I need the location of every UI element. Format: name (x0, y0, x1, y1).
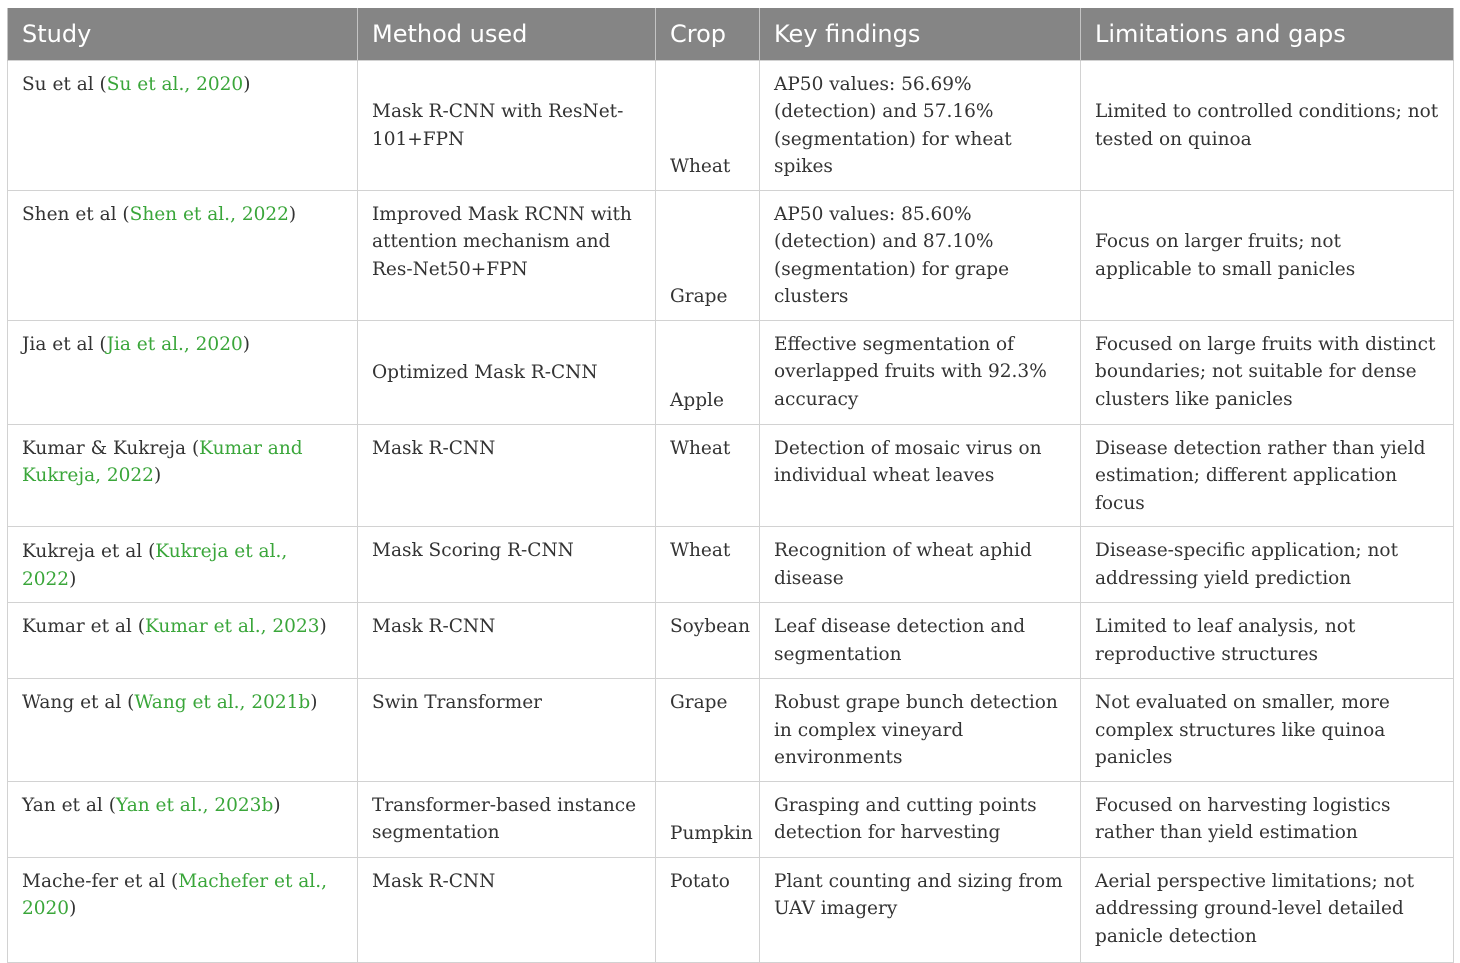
study-cell: Mache-fer et al (Machefer et al., 2020) (7, 856, 358, 963)
method-cell: Mask R-CNN with ResNet-101+FPN (357, 59, 656, 191)
study-close: ) (243, 73, 251, 95)
limitations-cell: Disease detection rather than yield esti… (1080, 423, 1454, 527)
method-cell: Transformer-based instance segmentation (357, 780, 656, 858)
crop-cell: Wheat (655, 526, 760, 603)
study-author: Yan et al ( (22, 794, 116, 816)
header-method: Method used (357, 8, 656, 60)
limitations-cell: Limited to controlled conditions; not te… (1080, 59, 1454, 191)
table-row: Kukreja et al (Kukreja et al., 2022) Mas… (7, 526, 1454, 603)
study-author: Kumar & Kukreja ( (22, 437, 200, 459)
comparison-table: Study Method used Crop Key findings Limi… (7, 8, 1454, 963)
limitations-cell: Disease-specific application; not addres… (1080, 526, 1454, 603)
citation-link[interactable]: Su et al., 2020 (106, 73, 244, 95)
citation-link[interactable]: Kumar et al., 2023 (144, 616, 320, 637)
findings-cell: Recognition of wheat aphid disease (759, 526, 1081, 603)
crop-cell: Apple (655, 319, 760, 425)
method-cell: Mask R-CNN (357, 602, 656, 679)
table-row: Su et al (Su et al., 2020) Mask R-CNN wi… (7, 59, 1454, 191)
study-cell: Wang et al (Wang et al., 2021b) (7, 678, 358, 782)
limitations-cell: Focus on larger fruits; not applicable t… (1080, 189, 1454, 321)
study-author: Wang et al ( (22, 692, 135, 713)
study-author: Su et al ( (22, 73, 107, 95)
crop-cell: Grape (655, 189, 760, 321)
limitations-cell: Not evaluated on smaller, more complex s… (1080, 678, 1454, 782)
crop-cell: Grape (655, 678, 760, 782)
findings-cell: Leaf disease detection and segmentation (759, 602, 1081, 679)
findings-cell: AP50 values: 56.69% (detection) and 57.1… (759, 59, 1081, 191)
study-close: ) (69, 568, 77, 590)
study-cell: Su et al (Su et al., 2020) (7, 59, 358, 191)
limitations-cell: Focused on harvesting logistics rather t… (1080, 780, 1454, 858)
findings-cell: AP50 values: 85.60% (detection) and 87.1… (759, 189, 1081, 321)
table-row: Jia et al (Jia et al., 2020) Optimized M… (7, 319, 1454, 425)
method-cell: Swin Transformer (357, 678, 656, 782)
study-close: ) (273, 794, 281, 816)
study-close: ) (69, 898, 77, 919)
citation-link[interactable]: Shen et al., 2022 (129, 203, 289, 225)
table-row: Kumar & Kukreja (Kumar and Kukreja, 2022… (7, 423, 1454, 527)
study-cell: Kumar & Kukreja (Kumar and Kukreja, 2022… (7, 423, 358, 527)
study-author: Kumar et al ( (22, 616, 145, 637)
table-row: Mache-fer et al (Machefer et al., 2020) … (7, 856, 1454, 963)
citation-link[interactable]: Jia et al., 2020 (106, 333, 243, 355)
citation-link[interactable]: Yan et al., 2023b (115, 794, 274, 816)
table-row: Yan et al (Yan et al., 2023b) Transforme… (7, 780, 1454, 858)
study-close: ) (319, 616, 327, 637)
method-cell: Mask R-CNN (357, 856, 656, 963)
header-study: Study (7, 8, 358, 60)
citation-link[interactable]: Wang et al., 2021b (134, 692, 311, 713)
study-close: ) (310, 692, 318, 713)
header-crop: Crop (655, 8, 760, 60)
findings-cell: Robust grape bunch detection in complex … (759, 678, 1081, 782)
citation-link[interactable]: Kumar and Kukreja, 2022 (22, 437, 303, 487)
study-author: Shen et al ( (22, 203, 130, 225)
limitations-cell: Aerial perspective limitations; not addr… (1080, 856, 1454, 963)
study-cell: Shen et al (Shen et al., 2022) (7, 189, 358, 321)
crop-cell: Potato (655, 856, 760, 963)
header-limitations: Limitations and gaps (1080, 8, 1454, 60)
method-cell: Mask Scoring R-CNN (357, 526, 656, 603)
crop-cell: Soybean (655, 602, 760, 679)
citation-link[interactable]: Kukreja et al., 2022 (22, 541, 288, 590)
study-author: Mache-fer et al ( (22, 870, 179, 892)
table-row: Shen et al (Shen et al., 2022) Improved … (7, 189, 1454, 321)
study-cell: Kumar et al (Kumar et al., 2023) (7, 602, 358, 679)
findings-cell: Grasping and cutting points detection fo… (759, 780, 1081, 858)
study-close: ) (153, 465, 162, 486)
method-cell: Optimized Mask R-CNN (357, 319, 656, 425)
limitations-cell: Focused on large fruits with distinct bo… (1080, 319, 1454, 425)
study-author: Kukreja et al ( (22, 541, 156, 562)
limitations-cell: Limited to leaf analysis, not reproducti… (1080, 602, 1454, 679)
study-cell: Kukreja et al (Kukreja et al., 2022) (7, 526, 358, 603)
findings-cell: Detection of mosaic virus on individual … (759, 423, 1081, 527)
study-close: ) (242, 333, 250, 355)
method-cell: Mask R-CNN (357, 423, 656, 527)
crop-cell: Wheat (655, 59, 760, 191)
method-cell: Improved Mask RCNN with attention mechan… (357, 189, 656, 321)
findings-cell: Plant counting and sizing from UAV image… (759, 856, 1081, 963)
crop-cell: Wheat (655, 423, 760, 527)
crop-cell: Pumpkin (655, 780, 760, 858)
table-row: Kumar et al (Kumar et al., 2023) Mask R-… (7, 602, 1454, 679)
study-cell: Jia et al (Jia et al., 2020) (7, 319, 358, 425)
table-header-row: Study Method used Crop Key findings Limi… (7, 8, 1454, 60)
header-findings: Key findings (759, 8, 1081, 60)
findings-cell: Effective segmentation of overlapped fru… (759, 319, 1081, 425)
table-row: Wang et al (Wang et al., 2021b) Swin Tra… (7, 678, 1454, 782)
study-author: Jia et al ( (22, 333, 107, 355)
study-cell: Yan et al (Yan et al., 2023b) (7, 780, 358, 858)
study-close: ) (288, 203, 297, 225)
